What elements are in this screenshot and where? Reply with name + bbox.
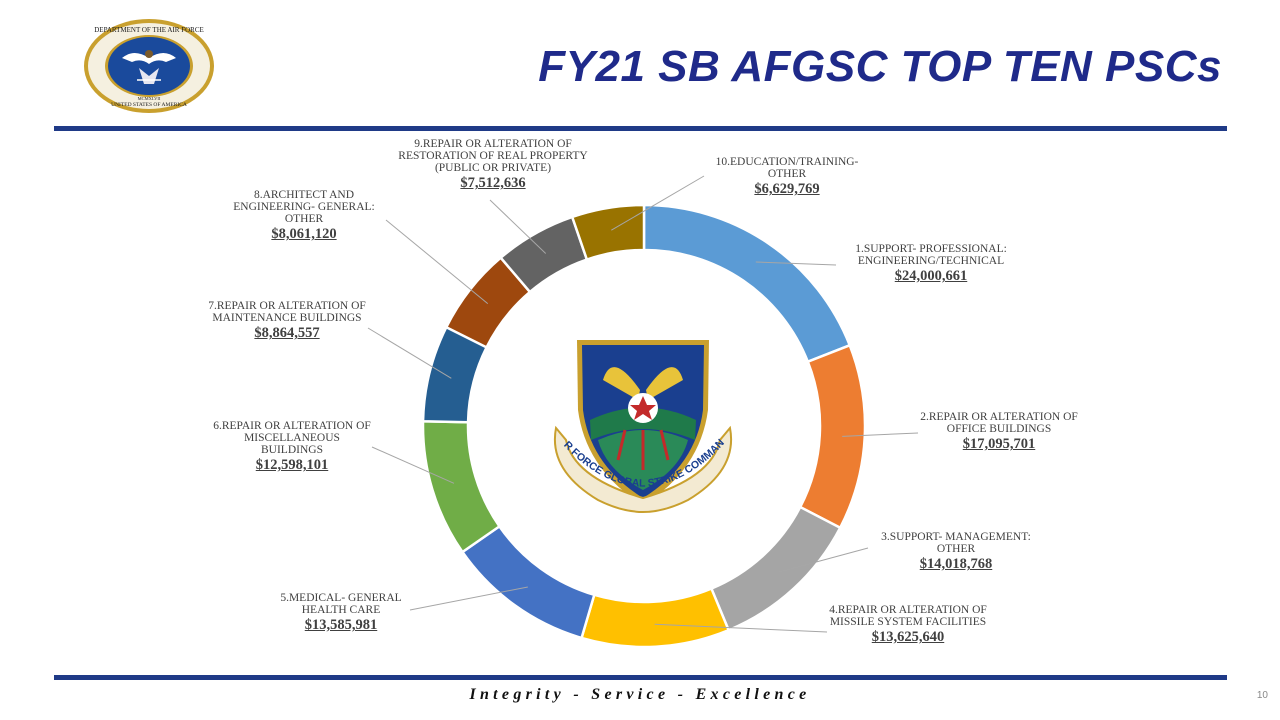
leader-line-3 — [778, 547, 869, 573]
slice-value-5: $13,585,981 — [304, 617, 378, 633]
leader-line-9 — [489, 199, 547, 254]
slice-value-1: $24,000,661 — [894, 268, 968, 284]
slice-label-4-text: 4.REPAIR OR ALTERATION OF MISSILE SYSTEM… — [829, 604, 987, 628]
leader-line-2 — [842, 432, 919, 437]
leader-line-8 — [385, 219, 489, 304]
slice-label-6: 6.REPAIR OR ALTERATION OF MISCELLANEOUS … — [212, 420, 372, 474]
slice-label-1: 1.SUPPORT- PROFESSIONAL: ENGINEERING/TEC… — [836, 243, 1026, 285]
air-force-seal-logo: DEPARTMENT OF THE AIR FORCE UNITED STATE… — [84, 19, 214, 113]
page-number: 10 — [1256, 690, 1268, 701]
donut-slice-4 — [580, 586, 731, 649]
slice-label-7: 7.REPAIR OR ALTERATION OF MAINTENANCE BU… — [206, 300, 368, 342]
leader-line-7 — [367, 327, 452, 379]
leader-line-10 — [611, 175, 705, 231]
slice-label-4: 4.REPAIR OR ALTERATION OF MISSILE SYSTEM… — [827, 604, 989, 646]
leader-line-5 — [409, 586, 528, 611]
svg-text:MCMXLVII: MCMXLVII — [138, 96, 161, 101]
donut-slice-3 — [709, 505, 842, 632]
footer-motto: Integrity - Service - Excellence — [469, 686, 811, 703]
svg-text:DEPARTMENT OF THE AIR FORCE: DEPARTMENT OF THE AIR FORCE — [94, 26, 204, 34]
header-divider — [54, 126, 1227, 131]
slice-label-5: 5.MEDICAL- GENERAL HEALTH CARE $13,585,9… — [262, 592, 420, 634]
slice-value-7: $8,864,557 — [254, 325, 320, 341]
slice-label-3-text: 3.SUPPORT- MANAGEMENT: OTHER — [881, 531, 1031, 555]
donut-slice-2 — [798, 343, 867, 530]
slice-label-1-text: 1.SUPPORT- PROFESSIONAL: ENGINEERING/TEC… — [855, 243, 1007, 267]
svg-text:UNITED STATES OF AMERICA: UNITED STATES OF AMERICA — [111, 102, 187, 108]
slice-value-3: $14,018,768 — [919, 556, 993, 572]
slice-label-10-text: 10.EDUCATION/TRAINING- OTHER — [715, 156, 859, 180]
leader-lines — [367, 175, 919, 633]
slice-label-7-text: 7.REPAIR OR ALTERATION OF MAINTENANCE BU… — [208, 300, 366, 324]
slice-value-9: $7,512,636 — [460, 175, 526, 191]
donut-slice-1 — [642, 203, 852, 364]
donut-slices — [421, 203, 867, 649]
leader-line-6 — [371, 446, 455, 484]
donut-slice-10 — [570, 203, 646, 262]
leader-line-1 — [755, 261, 837, 266]
leader-line-4 — [654, 623, 828, 633]
slice-label-8: 8.ARCHITECT AND ENGINEERING- GENERAL: OT… — [222, 189, 386, 243]
donut-slice-6 — [421, 419, 502, 554]
slice-value-10: $6,629,769 — [754, 181, 820, 197]
slice-value-4: $13,625,640 — [871, 629, 945, 645]
slice-label-9-text: 9.REPAIR OR ALTERATION OF RESTORATION OF… — [398, 138, 588, 174]
slice-label-8-text: 8.ARCHITECT AND ENGINEERING- GENERAL: OT… — [233, 189, 375, 225]
footer-divider — [54, 675, 1227, 680]
slide-title: FY21 SB AFGSC TOP TEN PSCs — [538, 42, 1222, 91]
slice-value-8: $8,061,120 — [271, 226, 337, 242]
slice-label-9: 9.REPAIR OR ALTERATION OF RESTORATION OF… — [398, 138, 588, 192]
slice-label-10: 10.EDUCATION/TRAINING- OTHER $6,629,769 — [704, 156, 870, 198]
slice-label-2-text: 2.REPAIR OR ALTERATION OF OFFICE BUILDIN… — [920, 411, 1078, 435]
slice-label-2: 2.REPAIR OR ALTERATION OF OFFICE BUILDIN… — [918, 411, 1080, 453]
slice-label-6-text: 6.REPAIR OR ALTERATION OF MISCELLANEOUS … — [213, 420, 371, 456]
slice-value-2: $17,095,701 — [962, 436, 1036, 452]
slice-label-3: 3.SUPPORT- MANAGEMENT: OTHER $14,018,768 — [868, 531, 1044, 573]
donut-slice-5 — [460, 524, 596, 640]
slice-label-5-text: 5.MEDICAL- GENERAL HEALTH CARE — [280, 592, 402, 616]
slice-value-6: $12,598,101 — [255, 457, 329, 473]
